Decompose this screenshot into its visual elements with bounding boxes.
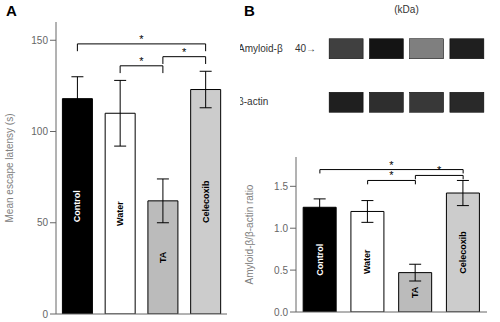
svg-text:Water: Water (115, 201, 125, 226)
svg-text:100: 100 (31, 126, 48, 137)
svg-text:1.0: 1.0 (274, 223, 288, 234)
svg-text:*: * (182, 46, 187, 58)
svg-text:Amyloid-β/β-actin ratio: Amyloid-β/β-actin ratio (244, 184, 255, 284)
svg-text:Amyloid-β: Amyloid-β (240, 43, 283, 54)
svg-text:40→: 40→ (295, 43, 316, 54)
svg-text:*: * (437, 164, 442, 176)
svg-text:β-actin: β-actin (240, 96, 268, 107)
html-text:A: A (6, 2, 17, 19)
svg-text:Water: Water (362, 249, 372, 274)
svg-text:1.5: 1.5 (274, 181, 288, 192)
svg-text:0.5: 0.5 (274, 265, 288, 276)
html-text:(kDa): (kDa) (394, 4, 419, 15)
svg-text:*: * (139, 33, 144, 45)
svg-text:TA: TA (410, 286, 420, 298)
svg-text:*: * (139, 55, 144, 67)
svg-text:Control: Control (315, 244, 325, 276)
svg-text:*: * (389, 169, 394, 181)
svg-text:TA: TA (158, 251, 168, 263)
svg-text:Control: Control (72, 190, 82, 222)
svg-text:150: 150 (31, 35, 48, 46)
svg-text:Mean escape latensy (s): Mean escape latensy (s) (8, 114, 15, 223)
html-text:B: B (244, 2, 255, 19)
svg-text:0.0: 0.0 (274, 307, 288, 318)
svg-text:0: 0 (42, 309, 48, 320)
svg-text:Celecoxib: Celecoxib (201, 180, 211, 223)
svg-text:50: 50 (37, 217, 49, 228)
svg-text:Celecoxib: Celecoxib (458, 231, 468, 274)
